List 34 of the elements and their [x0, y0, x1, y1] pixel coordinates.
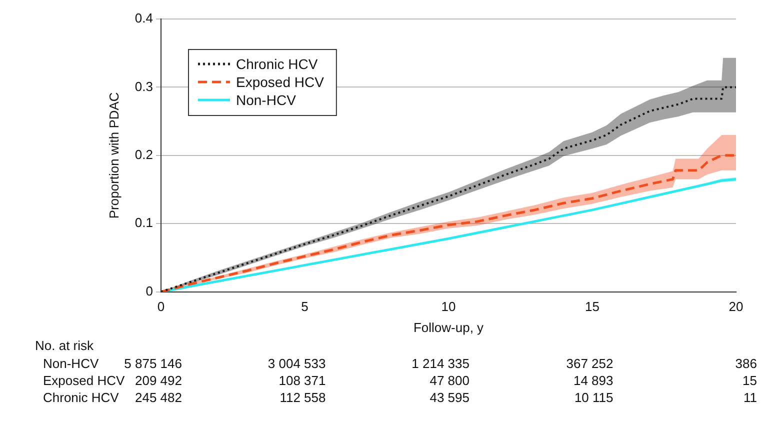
text: 1 214 335 [412, 356, 470, 371]
legend-label: Non-HCV [236, 92, 297, 108]
text: 245 482 [135, 390, 182, 405]
x-tick-label: 10 [441, 299, 456, 314]
y-tick-label: 0.4 [134, 10, 153, 26]
text: 10 115 [574, 390, 614, 405]
text: Non-HCV [43, 356, 99, 371]
text: 5 875 146 [124, 356, 182, 371]
y-axis-title: Proportion with PDAC [106, 92, 122, 219]
text: 367 252 [566, 356, 614, 371]
text: 108 371 [278, 373, 326, 388]
text: 15 [742, 373, 757, 388]
text: 3 004 533 [268, 356, 326, 371]
legend-label: Exposed HCV [236, 74, 325, 90]
text: 47 800 [430, 373, 470, 388]
legend-label: Chronic HCV [236, 56, 318, 72]
text: 14 893 [573, 373, 614, 388]
x-tick-label: 5 [301, 299, 308, 314]
y-tick-label: 0 [146, 283, 153, 298]
text: 43 595 [430, 390, 470, 405]
text: 386 [735, 356, 757, 371]
y-tick-label: 0.3 [134, 78, 153, 94]
y-tick-label: 0.1 [134, 215, 153, 230]
text: 209 492 [135, 373, 182, 388]
text: Chronic HCV [43, 390, 119, 405]
text: 11 [744, 390, 757, 405]
x-axis-title: Follow-up, y [413, 320, 484, 335]
text: Exposed HCV [43, 373, 125, 388]
y-tick-label: 0.2 [134, 146, 153, 162]
text: No. at risk [35, 338, 94, 353]
text: 112 558 [280, 390, 326, 405]
x-tick-label: 20 [728, 299, 744, 314]
x-tick-label: 15 [585, 299, 600, 314]
x-tick-label: 0 [157, 299, 165, 314]
